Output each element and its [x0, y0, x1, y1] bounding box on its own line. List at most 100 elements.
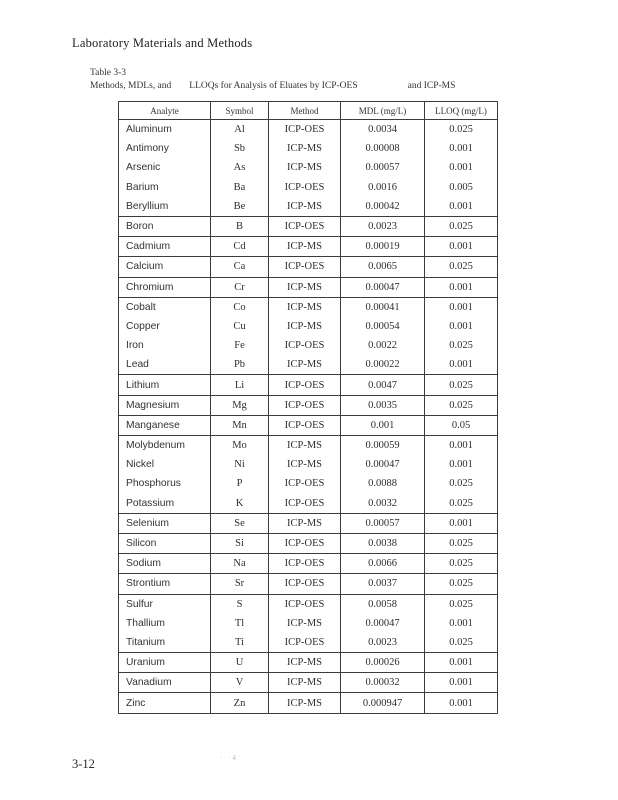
lloq-cell: 0.025 — [424, 474, 498, 494]
symbol-cell: Ca — [210, 256, 269, 277]
table-row: Antimony Sb ICP-MS 0.00008 0.001 — [118, 139, 498, 159]
lloq-cell: 0.025 — [424, 533, 498, 554]
method-cell: ICP-MS — [268, 455, 341, 475]
table-row: Molybdenum Mo ICP-MS 0.00059 0.001 — [118, 435, 498, 456]
analyte-cell: Chromium — [118, 277, 211, 298]
symbol-cell: S — [210, 594, 269, 614]
method-cell: ICP-OES — [268, 553, 341, 574]
mdl-cell: 0.0058 — [340, 594, 425, 614]
mdl-cell: 0.0023 — [340, 216, 425, 237]
lloq-cell: 0.001 — [424, 355, 498, 375]
method-cell: ICP-OES — [268, 374, 341, 396]
lloq-cell: 0.025 — [424, 256, 498, 277]
symbol-cell: P — [210, 474, 269, 494]
lloq-cell: 0.001 — [424, 652, 498, 673]
table-title-seg2: LLOQs for Analysis of Eluates by ICP-OES — [189, 81, 358, 91]
method-cell: ICP-MS — [268, 139, 341, 159]
analyte-cell: Potassium — [118, 493, 211, 514]
header-row: Analyte Symbol Method MDL (mg/L) LLOQ (mg/L) — [118, 101, 498, 120]
symbol-cell: Tl — [210, 613, 269, 633]
row-group: Cadmium Cd ICP-MS 0.00019 0.001 — [118, 236, 498, 257]
table-row: Aluminum Al ICP-OES 0.0034 0.025 — [118, 119, 498, 140]
mdl-cell: 0.00008 — [340, 139, 425, 159]
analyte-cell: Nickel — [118, 455, 211, 475]
method-cell: ICP-OES — [268, 336, 341, 356]
column-header: Method — [268, 101, 341, 120]
row-group: Strontium Sr ICP-OES 0.0037 0.025 — [118, 573, 498, 594]
table-row: Uranium U ICP-MS 0.00026 0.001 — [118, 652, 498, 673]
lloq-cell: 0.025 — [424, 573, 498, 594]
analyte-cell: Barium — [118, 177, 211, 197]
mdl-cell: 0.000947 — [340, 692, 425, 714]
symbol-cell: Pb — [210, 355, 269, 375]
table-header: Analyte Symbol Method MDL (mg/L) LLOQ (mg/L) — [118, 101, 498, 120]
method-cell: ICP-OES — [268, 474, 341, 494]
mdl-cell: 0.00047 — [340, 613, 425, 633]
analyte-cell: Boron — [118, 216, 211, 237]
mdl-cell: 0.0088 — [340, 474, 425, 494]
symbol-cell: B — [210, 216, 269, 237]
row-group: Selenium Se ICP-MS 0.00057 0.001 — [118, 513, 498, 534]
analyte-cell: Molybdenum — [118, 435, 211, 456]
analyte-cell: Sodium — [118, 553, 211, 574]
table-row: Phosphorus P ICP-OES 0.0088 0.025 — [118, 474, 498, 494]
method-cell: ICP-OES — [268, 256, 341, 277]
method-cell: ICP-MS — [268, 297, 341, 317]
analyte-cell: Arsenic — [118, 158, 211, 178]
mdl-cell: 0.00032 — [340, 672, 425, 693]
table-row: Manganese Mn ICP-OES 0.001 0.05 — [118, 415, 498, 436]
lloq-cell: 0.001 — [424, 692, 498, 714]
mdl-cell: 0.0022 — [340, 336, 425, 356]
row-group: Sulfur S ICP-OES 0.0058 0.025 Thallium Tl ICP-M… — [118, 594, 498, 653]
analyte-cell: Magnesium — [118, 395, 211, 416]
analyte-cell: Zinc — [118, 692, 211, 714]
mdl-cell: 0.00019 — [340, 236, 425, 257]
table-row: Cadmium Cd ICP-MS 0.00019 0.001 — [118, 236, 498, 257]
lloq-cell: 0.001 — [424, 513, 498, 534]
analyte-cell: Antimony — [118, 139, 211, 159]
table-title-seg3: and ICP-MS — [407, 81, 456, 91]
method-cell: ICP-OES — [268, 177, 341, 197]
lloq-cell: 0.025 — [424, 493, 498, 514]
method-cell: ICP-MS — [268, 316, 341, 337]
table-row: Chromium Cr ICP-MS 0.00047 0.001 — [118, 277, 498, 298]
symbol-cell: Mn — [210, 415, 269, 436]
symbol-cell: Se — [210, 513, 269, 534]
page-header: Laboratory Materials and Methods — [72, 36, 253, 50]
analyte-cell: Thallium — [118, 613, 211, 633]
mdl-cell: 0.00047 — [340, 277, 425, 298]
table-title: Methods, MDLs, and LLOQs for Analysis of … — [90, 80, 455, 93]
mdl-cell: 0.0037 — [340, 573, 425, 594]
table-row: Beryllium Be ICP-MS 0.00042 0.001 — [118, 196, 498, 217]
row-group: Uranium U ICP-MS 0.00026 0.001 — [118, 652, 498, 673]
symbol-cell: Ni — [210, 455, 269, 475]
symbol-cell: Mg — [210, 395, 269, 416]
table-row: Zinc Zn ICP-MS 0.000947 0.001 — [118, 692, 498, 714]
column-header: Analyte — [118, 101, 211, 120]
symbol-cell: Ba — [210, 177, 269, 197]
page-number: 3-12 — [72, 757, 95, 771]
table-title-seg1: Methods, MDLs, and — [90, 81, 172, 91]
mdl-cell: 0.00022 — [340, 355, 425, 375]
mdl-cell: 0.00047 — [340, 455, 425, 475]
method-cell: ICP-OES — [268, 415, 341, 436]
scan-artifact: · ·4 — [220, 754, 238, 762]
analyte-cell: Silicon — [118, 533, 211, 554]
mdl-cell: 0.0065 — [340, 256, 425, 277]
method-cell: ICP-OES — [268, 573, 341, 594]
column-header: MDL (mg/L) — [340, 101, 425, 120]
table-row: Boron B ICP-OES 0.0023 0.025 — [118, 216, 498, 237]
symbol-cell: Ti — [210, 632, 269, 653]
symbol-cell: U — [210, 652, 269, 673]
analyte-cell: Copper — [118, 316, 211, 337]
lloq-cell: 0.001 — [424, 435, 498, 456]
row-group: Sodium Na ICP-OES 0.0066 0.025 — [118, 553, 498, 574]
symbol-cell: Sb — [210, 139, 269, 159]
analyte-cell: Strontium — [118, 573, 211, 594]
lloq-cell: 0.025 — [424, 632, 498, 653]
symbol-cell: Mo — [210, 435, 269, 456]
table-number: Table 3-3 — [90, 68, 127, 78]
table-row: Vanadium V ICP-MS 0.00032 0.001 — [118, 672, 498, 693]
mdl-cell: 0.0066 — [340, 553, 425, 574]
